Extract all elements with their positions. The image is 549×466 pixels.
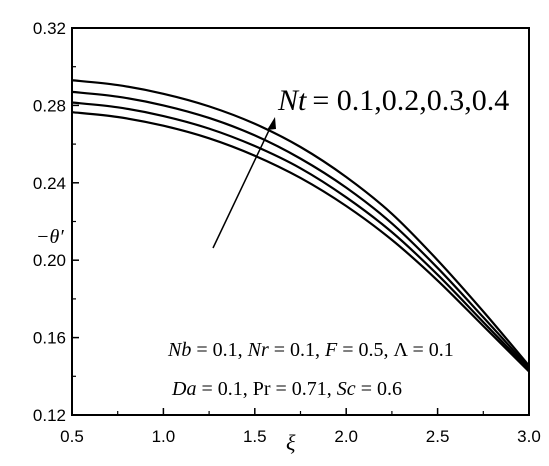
param-run: Da — [171, 378, 196, 400]
param-run: F — [324, 339, 338, 361]
y-tick-label: 0.28 — [33, 96, 66, 115]
y-tick-label: 0.16 — [33, 329, 66, 348]
y-tick-label: 0.24 — [33, 174, 66, 193]
param-label-line2: Da = 0.1, Pr = 0.71, Sc = 0.6 — [171, 378, 402, 400]
curve-series-3 — [71, 90, 530, 369]
nt-label: Nt = 0.1,0.2,0.3,0.4 — [277, 84, 509, 117]
curve-series-1 — [71, 111, 530, 373]
y-tick-label: 0.20 — [33, 251, 66, 270]
tick-group: 0.12 0.16 0.20 0.24 0.28 0.32 0.5 1.0 1.5 2.0 2.5 3… — [33, 19, 541, 446]
y-axis-label: −θ′ — [36, 226, 64, 248]
param-run: = 0.6 — [356, 378, 402, 400]
param-run: = 0.1, Pr = 0.71, — [196, 378, 336, 400]
nt-arrow-shaft — [212, 123, 273, 249]
param-run: = 0.5, Λ = 0.1 — [337, 339, 454, 361]
param-run: Nb — [167, 339, 191, 361]
x-tick-label: 1.0 — [152, 427, 176, 446]
x-tick-label: 2.5 — [426, 427, 450, 446]
curve-series-4 — [71, 79, 530, 367]
x-tick-label: 3.0 — [517, 427, 541, 446]
curve-series-2 — [71, 101, 530, 371]
param-run: = 0.1, — [269, 339, 325, 361]
param-run: Nr — [247, 339, 269, 361]
curve-group — [71, 79, 530, 373]
x-tick-label: 2.0 — [334, 427, 358, 446]
x-tick-label: 0.5 — [60, 427, 84, 446]
y-tick-label: 0.32 — [33, 19, 66, 38]
nt-arrow-head — [267, 117, 276, 130]
y-tick-label: 0.12 — [33, 406, 66, 425]
param-run: Sc — [337, 378, 356, 400]
param-run: = 0.1, — [191, 339, 247, 361]
x-tick-label: 1.5 — [243, 427, 267, 446]
x-axis-label: ξ — [286, 430, 296, 455]
param-label-line1: Nb = 0.1, Nr = 0.1, F = 0.5, Λ = 0.1 — [167, 339, 454, 361]
